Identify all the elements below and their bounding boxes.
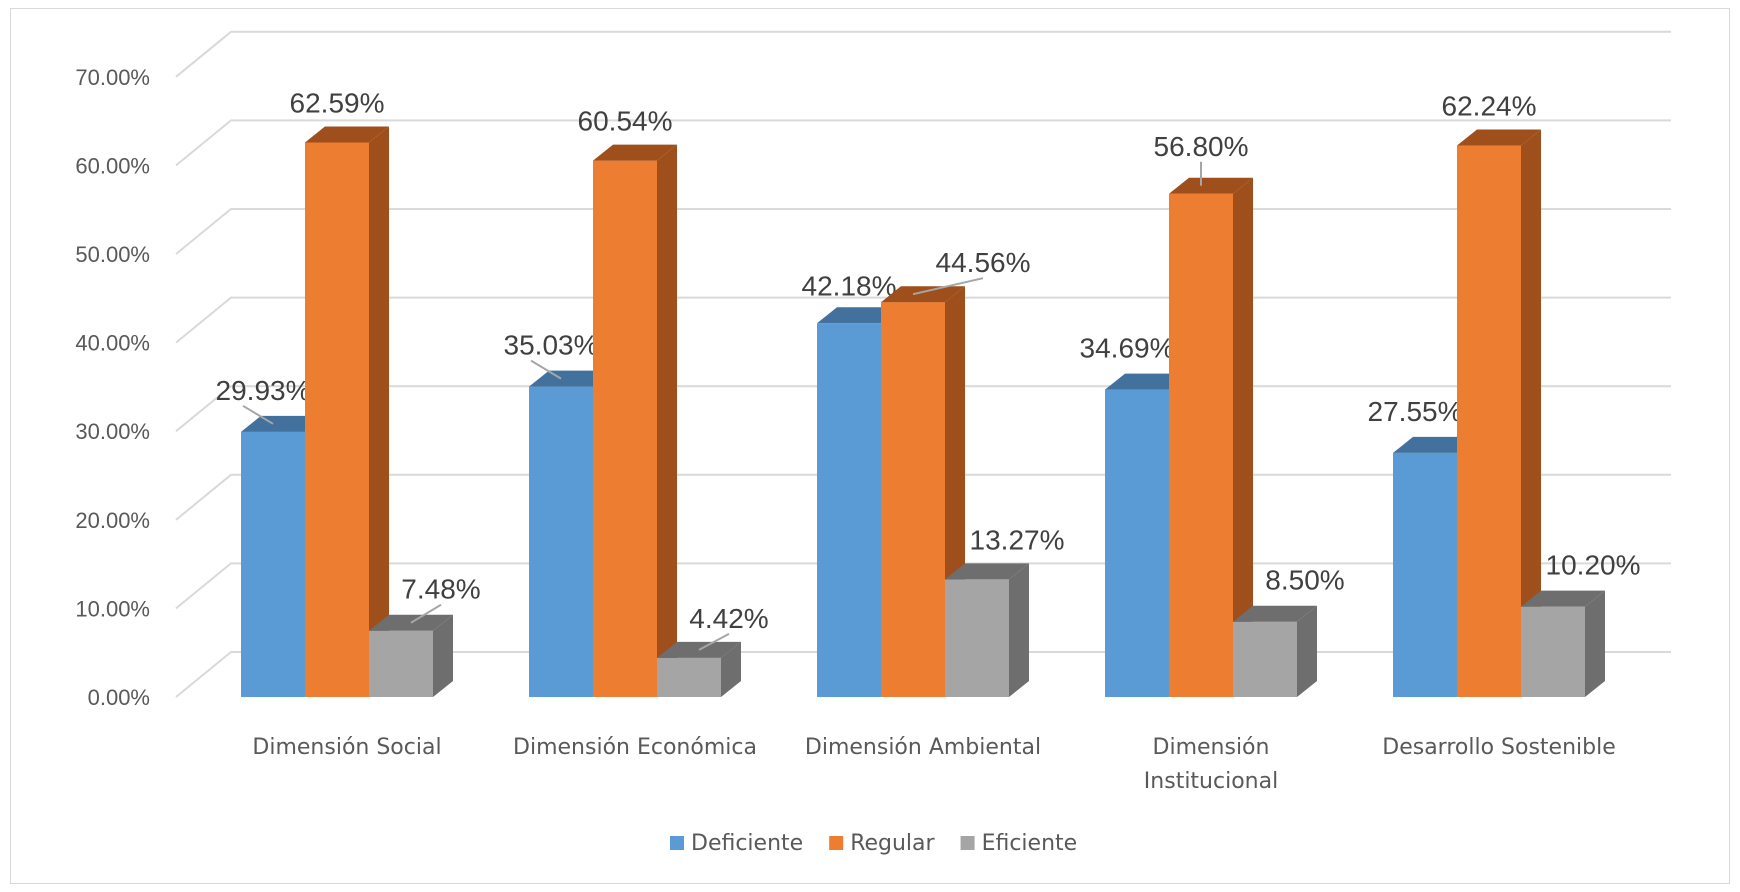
x-category-label: Institucional: [1144, 769, 1278, 794]
bar-front: [881, 302, 945, 697]
bar-top: [1169, 177, 1253, 194]
data-label: 34.69%: [1080, 333, 1175, 364]
bar-front: [1233, 621, 1297, 697]
bar-front: [1169, 193, 1233, 697]
data-label: 8.50%: [1265, 565, 1344, 596]
bar-top: [817, 307, 901, 324]
bar-front: [657, 657, 721, 697]
label-leader-line: [410, 603, 442, 624]
bar-top: [1521, 590, 1605, 607]
data-label: 62.24%: [1442, 91, 1537, 122]
bar-top: [305, 126, 389, 143]
bar-front: [305, 142, 369, 697]
y-tick-label: 40.00%: [75, 331, 150, 356]
data-label: 60.54%: [578, 106, 673, 137]
legend-swatch: [829, 836, 844, 850]
gridline: [175, 119, 1671, 167]
legend-swatch: [670, 836, 684, 850]
legend-label: Eficiente: [982, 831, 1078, 856]
bar-top: [1233, 605, 1317, 622]
bar-front: [817, 323, 881, 697]
x-category-label: Desarrollo Sostenible: [1382, 735, 1616, 760]
y-tick-label: 30.00%: [75, 419, 150, 444]
legend-label: Regular: [850, 831, 935, 856]
bar-side: [657, 144, 677, 697]
data-label: 7.48%: [401, 574, 480, 605]
y-tick-label: 20.00%: [75, 508, 150, 533]
bar-top: [881, 286, 965, 303]
data-label: 62.59%: [290, 87, 385, 118]
bar-front: [1521, 606, 1585, 697]
bar-top: [1105, 373, 1189, 390]
y-tick-label: 10.00%: [75, 596, 150, 621]
bar-front: [945, 579, 1009, 697]
bar-front: [593, 160, 657, 697]
data-label: 29.93%: [216, 375, 311, 406]
bar-side: [1297, 605, 1317, 697]
x-category-label: Dimensión Económica: [513, 735, 757, 760]
bar-front: [529, 386, 593, 697]
label-leader-line: [530, 359, 562, 380]
bar-front: [369, 630, 433, 697]
data-label: 10.20%: [1546, 550, 1641, 581]
bar-front: [1457, 145, 1521, 698]
y-tick-label: 50.00%: [75, 242, 150, 267]
data-label: 42.18%: [802, 270, 897, 301]
bar-top: [593, 144, 677, 161]
bar-top: [1457, 129, 1541, 146]
bar-front: [1393, 452, 1457, 697]
bar-side: [1585, 590, 1605, 697]
bar-side: [433, 614, 453, 697]
bar-front: [1105, 389, 1169, 697]
x-category-label: Dimensión Social: [252, 735, 441, 760]
legend-swatch: [960, 836, 975, 850]
label-leader-line: [242, 404, 274, 425]
x-category-label: Dimensión Ambiental: [805, 735, 1041, 760]
data-label: 56.80%: [1154, 131, 1249, 162]
data-label: 13.27%: [970, 524, 1065, 555]
label-leader-line: [912, 277, 984, 296]
bar-side: [1521, 129, 1541, 698]
y-tick-label: 60.00%: [75, 153, 150, 178]
bar-front: [241, 431, 305, 697]
bar-top: [241, 415, 325, 432]
bar-side: [721, 641, 741, 697]
gridline: [175, 208, 1671, 255]
data-label: 4.42%: [689, 603, 768, 634]
legend-label: Deficiente: [691, 831, 803, 856]
bar-top: [529, 370, 613, 387]
gridline: [175, 30, 1671, 78]
bar-side: [369, 126, 389, 698]
data-label: 44.56%: [936, 247, 1031, 278]
x-category-label: Dimensión: [1153, 735, 1270, 760]
y-tick-label: 70.00%: [75, 65, 150, 90]
data-label: 35.03%: [504, 330, 599, 361]
data-label: 27.55%: [1368, 396, 1463, 427]
bar-side: [1233, 177, 1253, 697]
bar-top: [945, 563, 1029, 580]
label-leader-line: [698, 632, 730, 651]
bar-side: [1009, 563, 1029, 697]
y-tick-label: 0.00%: [88, 685, 150, 710]
bar-top: [1393, 436, 1477, 453]
